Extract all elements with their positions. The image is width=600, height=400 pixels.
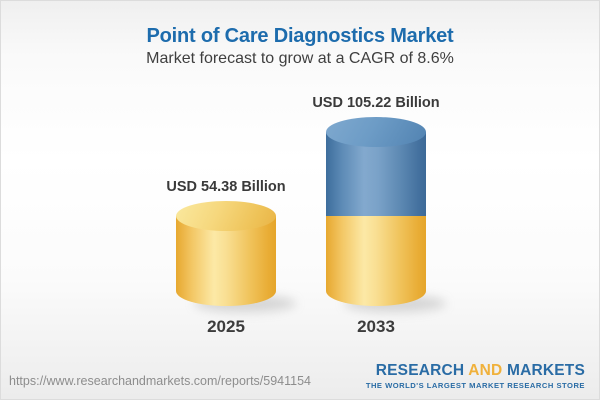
logo-wordmark: RESEARCH AND MARKETS <box>366 362 585 379</box>
cylinder-cap-2033 <box>326 116 426 147</box>
logo-tagline: THE WORLD'S LARGEST MARKET RESEARCH STOR… <box>365 381 585 390</box>
year-label-2025: 2025 <box>207 317 245 336</box>
cylinder-cap-2025 <box>176 201 276 231</box>
logo-word-and: AND <box>468 361 503 379</box>
logo-word-markets: MARKETS <box>506 361 585 379</box>
logo-research-and-markets: RESEARCH AND MARKETS THE WORLD'S LARGEST… <box>366 362 585 390</box>
year-label-2033: 2033 <box>357 317 395 336</box>
logo-word-research: RESEARCH <box>375 361 465 379</box>
base-segment-2033 <box>326 216 426 306</box>
chart-title: Point of Care Diagnostics Market <box>146 25 454 47</box>
cylinder-body-2025 <box>176 216 276 306</box>
report-url: https://www.researchandmarkets.com/repor… <box>9 374 311 388</box>
value-label-2033: USD 105.22 Billion <box>312 94 440 111</box>
value-label-2025: USD 54.38 Billion <box>166 179 286 195</box>
chart-subtitle: Market forecast to grow at a CAGR of 8.6… <box>146 50 454 67</box>
